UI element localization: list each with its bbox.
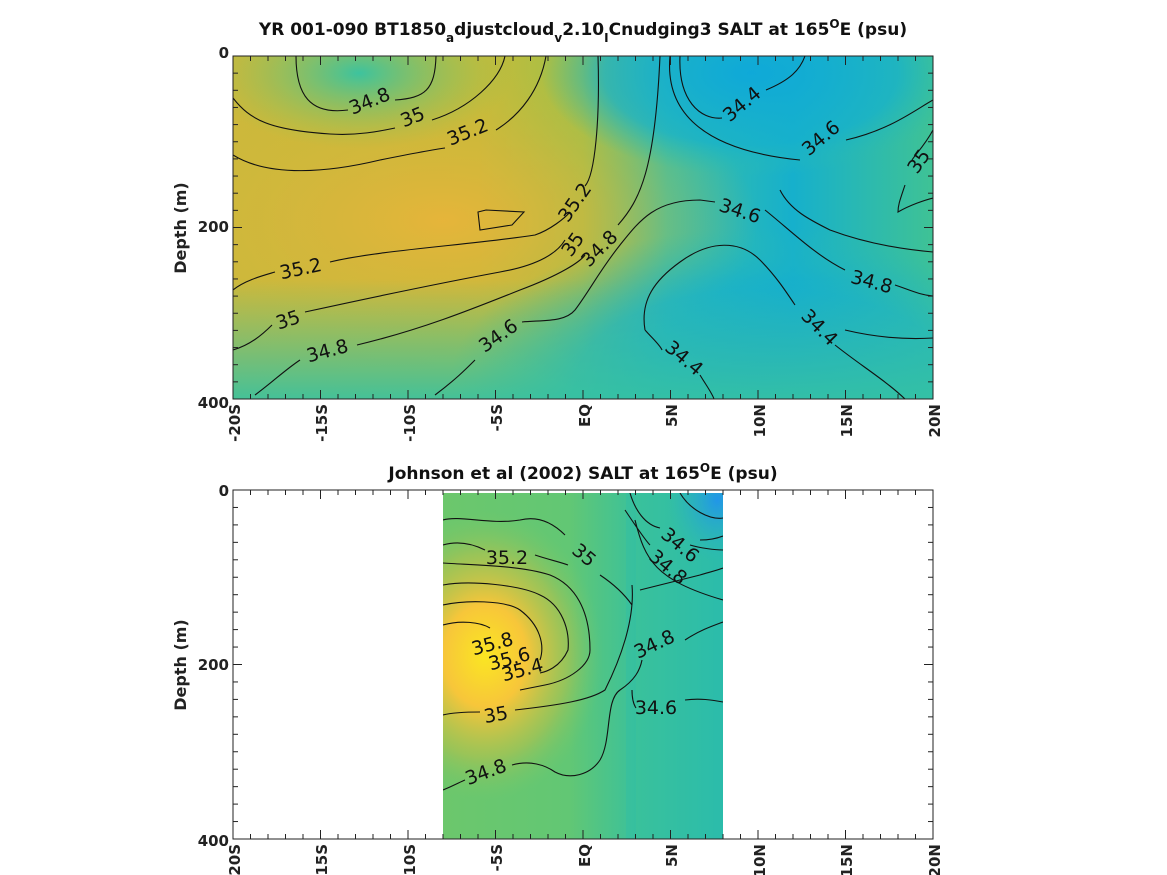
- bottom-contour-34-6-surface: [629, 493, 723, 541]
- top-panel: YR 001-090 BT1850adjustcloudv2.10ICnudgi…: [171, 17, 944, 442]
- top-ytick-0: 0: [219, 44, 229, 62]
- bottom-ytick-200: 200: [198, 656, 229, 674]
- bottom-x-tick-labels: -20S -15S -10S -5S EQ 5N 10N 15N 20N: [226, 844, 944, 875]
- bottom-contour-label-10: 34.6: [635, 697, 677, 719]
- top-contour-34-8-right: [779, 189, 933, 253]
- bottom-xtick-label: -10S: [401, 844, 419, 875]
- top-contour-34-6-lower: [434, 199, 716, 396]
- top-xtick-label: -5S: [488, 404, 506, 431]
- bottom-contour-35-2-upper-right: [634, 519, 723, 601]
- bottom-contour-35-2-top: [443, 542, 569, 566]
- top-xtick-label: 10N: [751, 404, 769, 437]
- top-xtick-label: -10S: [401, 404, 419, 442]
- bottom-axis-ticks: [232, 489, 934, 840]
- bottom-contour-35-deep: [443, 584, 633, 716]
- top-contour-34-4-lower-left: [644, 329, 715, 399]
- top-chart-title: YR 001-090 BT1850adjustcloudv2.10ICnudgi…: [258, 17, 907, 45]
- bottom-contour-34-6-deep: [631, 689, 723, 709]
- top-contour-35-mid: [233, 239, 566, 351]
- bottom-xtick-label: -15S: [313, 844, 331, 875]
- top-contour-35-right: [897, 129, 933, 213]
- bottom-ytick-400: 400: [198, 832, 229, 850]
- top-ytick-400: 400: [198, 394, 229, 412]
- top-contour-34-6-surface: [668, 56, 933, 161]
- bottom-contour-34-8-deep: [443, 659, 643, 791]
- top-salinity-field: 34.8 35 35.2 34.4 34.6 35 35.2 35 34.8 3…: [233, 56, 933, 399]
- top-contour-35-2-center: [584, 56, 599, 187]
- bottom-contour-label-9: 35: [482, 702, 510, 728]
- top-contour-35-2-upper: [233, 56, 547, 172]
- bottom-contour-35-loop-2: [443, 582, 569, 674]
- top-y-axis-label: Depth (m): [171, 182, 190, 274]
- bottom-chart-title: Johnson et al (2002) SALT at 165OE (psu): [387, 461, 777, 484]
- top-contour-34-8-surface-loop: [295, 56, 437, 112]
- bottom-xtick-label: 20N: [926, 844, 944, 875]
- bottom-contour-35-loop-1: [443, 562, 591, 691]
- bottom-xtick-label: 15N: [838, 844, 856, 875]
- bottom-xtick-label: 5N: [663, 844, 681, 867]
- bottom-contour-label-1: 35.2: [486, 547, 528, 569]
- bottom-ytick-0: 0: [219, 482, 229, 500]
- top-x-tick-labels: -20S -15S -10S -5S EQ 5N 10N 15N 20N: [226, 404, 944, 442]
- bottom-contour-35-loop-3: [443, 601, 543, 661]
- bottom-xtick-label: 10N: [751, 844, 769, 875]
- top-xtick-label: 5N: [663, 404, 681, 427]
- top-contour-35-surface: [233, 56, 506, 135]
- top-xtick-label: EQ: [576, 404, 594, 427]
- bottom-panel: Johnson et al (2002) SALT at 165OE (psu): [171, 461, 944, 875]
- top-contour-35-2-pocket: [477, 209, 526, 231]
- top-contour-34-4-deep: [643, 244, 906, 399]
- top-xtick-label: -20S: [226, 404, 244, 442]
- bottom-contour-35-loop-4: [443, 621, 491, 629]
- top-ytick-200: 200: [198, 218, 229, 236]
- bottom-salinity-field: 35.2 35 34.6 34.8 35.8 35.6 35.4 34.8 35…: [443, 493, 723, 839]
- bottom-xtick-label: EQ: [576, 844, 594, 867]
- bottom-contour-34-6-top-right: [689, 544, 723, 551]
- top-xtick-label: -15S: [313, 404, 331, 442]
- top-contour-34-4-surface: [679, 56, 806, 119]
- bottom-contour-34-4-surface: [679, 493, 723, 519]
- bottom-y-axis-label: Depth (m): [171, 619, 190, 711]
- top-xtick-label: 20N: [926, 404, 944, 437]
- top-xtick-label: 15N: [838, 404, 856, 437]
- top-contour-34-8-mid: [254, 56, 661, 396]
- bottom-xtick-label: -5S: [488, 844, 506, 871]
- bottom-contour-34-6-band: [624, 509, 651, 546]
- bottom-contours: [443, 493, 723, 791]
- bottom-contour-34-8-right: [639, 567, 723, 641]
- top-axis-ticks: [232, 55, 934, 400]
- top-contour-34-8-deep: [844, 329, 933, 340]
- top-contour-35-2-lower: [233, 211, 571, 291]
- bottom-xtick-label: -20S: [226, 844, 244, 875]
- bottom-contour-35-top: [443, 518, 633, 606]
